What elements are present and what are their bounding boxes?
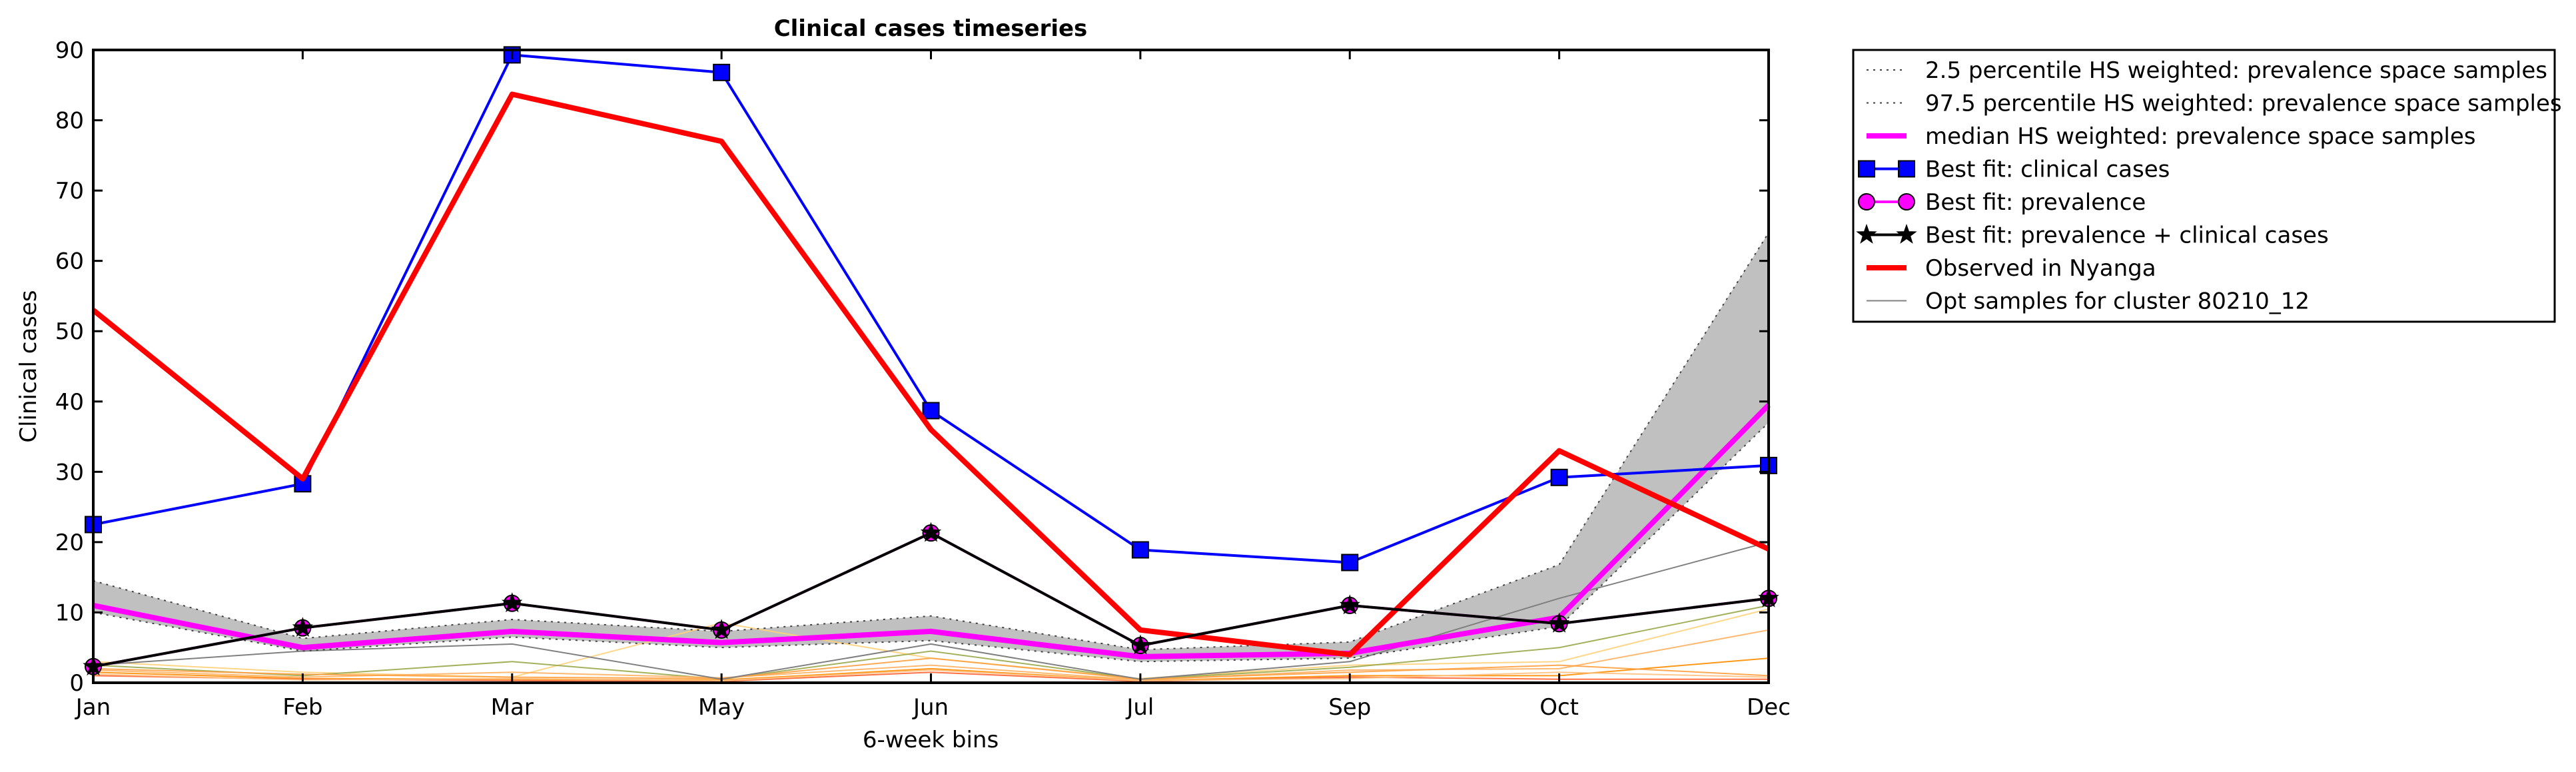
x-tick-label: Mar — [491, 694, 534, 721]
legend-marker — [1896, 223, 1917, 244]
sample-line-7 — [93, 669, 1769, 681]
legend: 2.5 percentile HS weighted: prevalence s… — [1852, 49, 2562, 323]
legend-item-6: Best fit: prevalence + clinical cases — [1856, 222, 2329, 249]
y-tick-label: 10 — [55, 599, 84, 626]
series-6-point — [1548, 612, 1570, 633]
y-tick-label: 50 — [55, 318, 84, 345]
legend-item-8: Opt samples for cluster 80210_12 — [1867, 288, 2310, 315]
y-tick-label: 90 — [55, 37, 84, 64]
legend-marker — [1898, 193, 1915, 210]
legend-label-1: 2.5 percentile HS weighted: prevalence s… — [1925, 57, 2547, 84]
series-2 — [93, 232, 1769, 651]
series-4-point — [1550, 468, 1568, 486]
legend-item-5: Best fit: prevalence — [1858, 189, 2146, 216]
series-4-point — [1131, 541, 1149, 559]
series-7 — [91, 91, 1770, 657]
legend-label-7: Observed in Nyanga — [1925, 255, 2156, 282]
legend-label-8: Opt samples for cluster 80210_12 — [1925, 288, 2310, 315]
series-4-point — [922, 402, 940, 420]
legend-label-5: Best fit: prevalence — [1925, 189, 2146, 216]
y-tick-label: 0 — [69, 670, 84, 697]
y-tick-label: 70 — [55, 178, 84, 204]
x-tick-label: Sep — [1328, 694, 1371, 721]
x-tick-label: Jan — [75, 694, 111, 721]
x-tick-label: Jul — [1125, 694, 1154, 721]
y-tick-label: 40 — [55, 389, 84, 416]
series-6-point — [711, 619, 732, 639]
series-8 — [93, 541, 1769, 680]
x-tick-label: Feb — [282, 694, 322, 721]
sample-line-5 — [93, 657, 1769, 680]
y-tick-label: 80 — [55, 108, 84, 135]
y-axis-label: Clinical cases — [15, 290, 42, 442]
legend-label-2: 97.5 percentile HS weighted: prevalence … — [1925, 91, 2562, 117]
legend-frame — [1852, 49, 2556, 323]
x-tick-label: Jun — [912, 694, 949, 721]
series-line-3 — [93, 403, 1771, 659]
series-3 — [93, 403, 1771, 659]
legend-marker — [1858, 193, 1875, 210]
series-6-point — [920, 522, 942, 542]
y-tick-label: 30 — [55, 459, 84, 486]
y-tick-label: 20 — [55, 530, 84, 556]
series-4-point — [1341, 554, 1359, 572]
x-tick-label: May — [698, 694, 745, 721]
sample-line-2 — [93, 604, 1769, 680]
legend-item-3: median HS weighted: prevalence space sam… — [1867, 123, 2476, 150]
x-tick-label: Dec — [1747, 694, 1791, 721]
y-tick-label: 60 — [55, 248, 84, 275]
legend-marker — [1856, 223, 1877, 244]
legend-label-6: Best fit: prevalence + clinical cases — [1925, 222, 2329, 249]
series-line-8 — [93, 541, 1769, 680]
sample-line-4 — [93, 657, 1769, 681]
series-4-point — [713, 63, 731, 81]
series-6-point — [502, 592, 523, 613]
legend-item-1: 2.5 percentile HS weighted: prevalence s… — [1867, 57, 2547, 84]
legend-item-7: Observed in Nyanga — [1867, 255, 2156, 282]
series-line-7 — [91, 91, 1770, 657]
series-6-point — [1339, 594, 1360, 615]
series-6-point — [292, 617, 314, 637]
legend-label-4: Best fit: clinical cases — [1925, 157, 2170, 183]
legend-label-3: median HS weighted: prevalence space sam… — [1925, 123, 2476, 150]
chart-title: Clinical cases timeseries — [774, 15, 1088, 42]
x-tick-label: Oct — [1539, 694, 1579, 721]
legend-marker — [1898, 160, 1915, 178]
series-6-point — [1130, 634, 1151, 655]
legend-item-2: 97.5 percentile HS weighted: prevalence … — [1867, 91, 2562, 117]
x-axis-label: 6-week bins — [863, 727, 999, 753]
legend-item-4: Best fit: clinical cases — [1858, 157, 2170, 183]
series-line-2 — [93, 232, 1769, 651]
legend-marker — [1858, 160, 1875, 178]
